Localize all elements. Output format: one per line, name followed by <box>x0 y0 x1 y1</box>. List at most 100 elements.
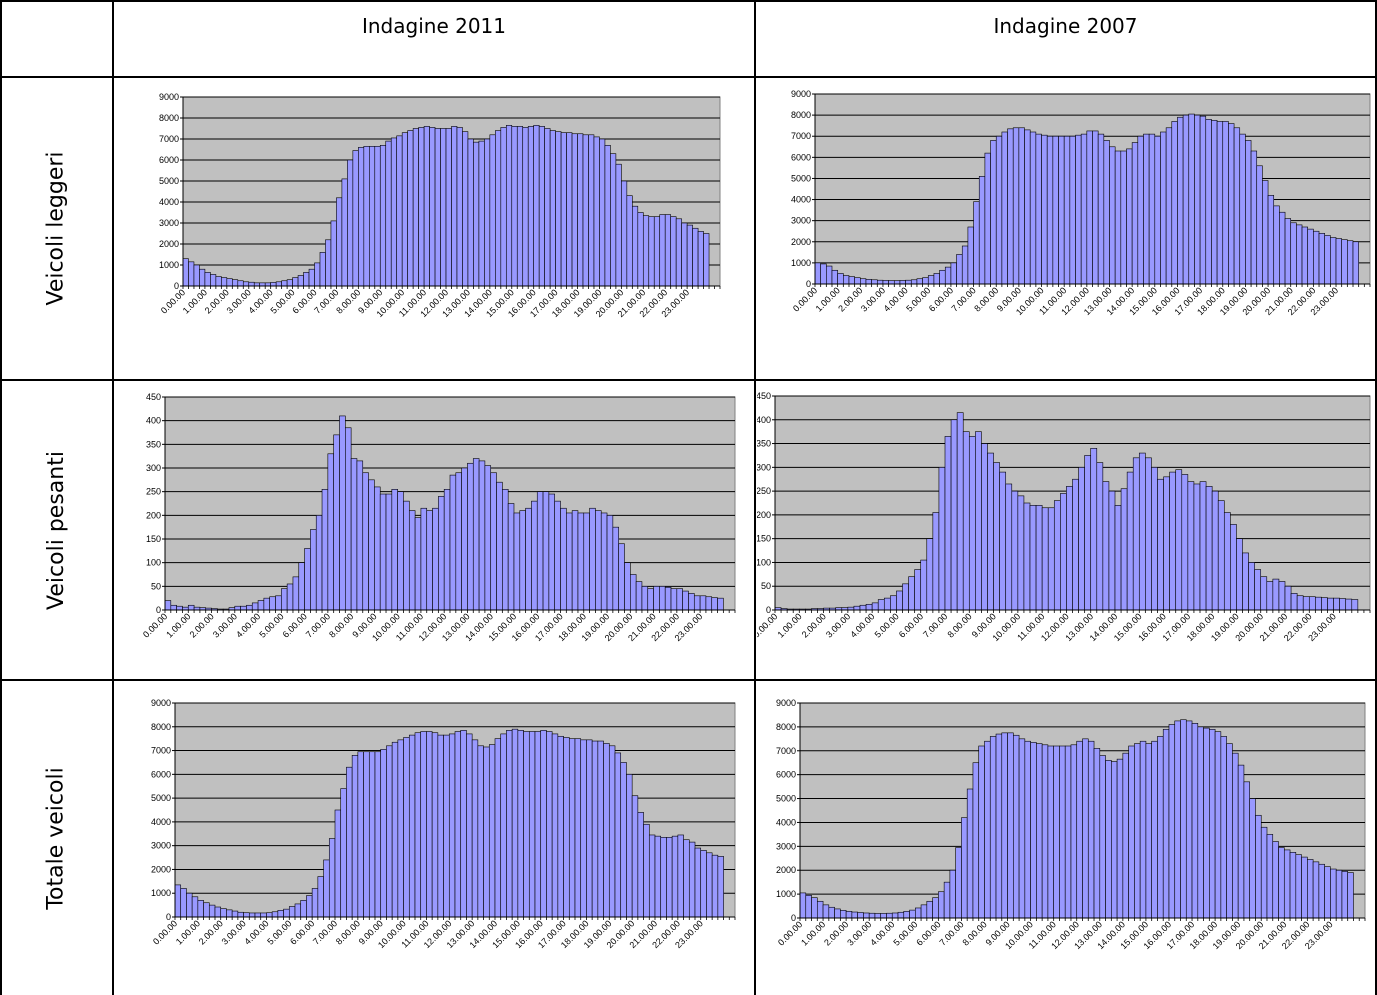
bar <box>1211 120 1218 285</box>
bar <box>1324 235 1331 285</box>
bar <box>1273 205 1280 285</box>
x-tick-label: 4.00.00 <box>848 611 876 639</box>
bar <box>999 471 1007 611</box>
bar <box>1217 500 1225 611</box>
bar <box>694 847 702 918</box>
x-tick-label: 0.00.00 <box>151 918 179 946</box>
y-tick-label: 5000 <box>151 793 171 803</box>
bar <box>1111 761 1118 919</box>
y-tick-label: 9000 <box>159 92 179 102</box>
bar <box>916 278 923 285</box>
bar <box>693 595 701 611</box>
y-tick-label: 3000 <box>776 841 796 851</box>
bar <box>490 472 497 611</box>
bar <box>626 774 633 918</box>
bar <box>654 835 662 918</box>
y-tick-label: 9000 <box>151 698 171 708</box>
y-tick-label: 4000 <box>791 195 811 205</box>
x-tick-label: 0.00.00 <box>776 919 804 947</box>
x-tick-label: 3.00.00 <box>211 611 239 639</box>
bar <box>1024 129 1031 285</box>
bar <box>1315 596 1322 611</box>
bar <box>1139 740 1147 919</box>
bar <box>908 576 915 611</box>
bar <box>1188 113 1195 285</box>
x-tick-label: 5.00.00 <box>257 611 285 639</box>
bar <box>968 436 976 611</box>
bar <box>1232 752 1239 919</box>
bar <box>257 600 265 611</box>
bar <box>1086 130 1093 285</box>
bar <box>653 216 661 287</box>
bar <box>914 569 922 611</box>
bar <box>1116 758 1124 919</box>
bar <box>659 586 666 611</box>
bar <box>1318 233 1325 285</box>
y-tick-label: 8000 <box>791 110 811 120</box>
bar <box>577 512 585 611</box>
x-tick-label: 7.00.00 <box>950 285 978 313</box>
bar <box>507 503 515 611</box>
bar <box>1243 781 1250 919</box>
bar <box>692 227 699 287</box>
bar <box>237 911 244 918</box>
bar <box>1236 538 1243 611</box>
bar <box>208 904 216 918</box>
bar <box>865 279 872 285</box>
bar <box>600 512 608 611</box>
x-tick-label: 8.00.00 <box>327 611 355 639</box>
bar <box>1255 814 1262 919</box>
bar <box>292 277 299 287</box>
bar <box>557 735 564 918</box>
bar <box>1160 131 1167 285</box>
y-tick-label: 5000 <box>791 173 811 183</box>
bar <box>961 817 968 919</box>
bar <box>891 912 899 919</box>
bar <box>1165 127 1173 285</box>
bar <box>374 146 381 287</box>
bar <box>334 809 342 918</box>
bar <box>1313 230 1320 285</box>
x-tick-label: 5.00.00 <box>265 918 293 946</box>
bar <box>990 140 997 285</box>
bar <box>1233 127 1241 285</box>
bar <box>263 597 270 611</box>
bar <box>1318 863 1325 919</box>
bar <box>1076 740 1083 919</box>
bar <box>1145 743 1152 919</box>
bar <box>455 472 462 611</box>
y-tick-label: 0 <box>156 605 161 615</box>
bar <box>231 910 239 918</box>
bar <box>350 458 358 611</box>
bar <box>300 900 307 918</box>
y-tick-label: 2000 <box>776 865 796 875</box>
bar <box>648 834 656 918</box>
bar <box>397 491 404 611</box>
bar <box>851 911 858 919</box>
bar <box>608 745 616 918</box>
bar <box>251 602 259 611</box>
bar <box>666 837 673 918</box>
bar <box>1058 135 1065 285</box>
y-tick-label: 8000 <box>776 722 796 732</box>
bar <box>1249 798 1256 919</box>
bar <box>496 481 503 611</box>
bar <box>1312 861 1320 919</box>
bar <box>1214 731 1222 919</box>
x-tick-label: 7.00.00 <box>311 918 339 946</box>
bar <box>1223 512 1231 611</box>
bar <box>1341 239 1348 285</box>
y-tick-label: 350 <box>146 439 161 449</box>
bar <box>1333 597 1340 611</box>
bar <box>505 125 513 287</box>
x-axis-ticks <box>799 918 1366 921</box>
y-tick-label: 7000 <box>159 134 179 144</box>
bar <box>1138 452 1146 611</box>
bar <box>1260 576 1268 611</box>
bar <box>1001 131 1008 285</box>
y-tick-label: 6000 <box>791 152 811 162</box>
y-tick-label: 1000 <box>776 889 796 899</box>
bar <box>1143 133 1150 285</box>
bar <box>876 279 884 285</box>
bar <box>431 732 439 918</box>
